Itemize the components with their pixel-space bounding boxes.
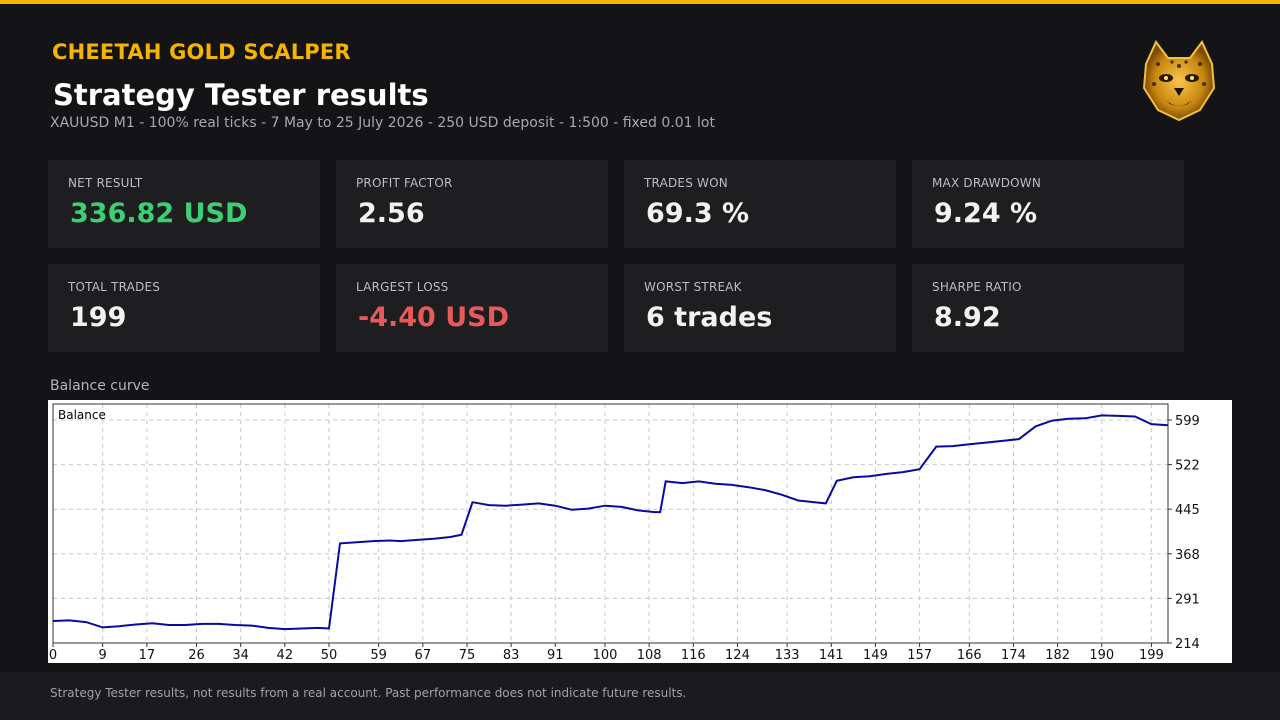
y-tick-label: 445 xyxy=(1175,503,1200,518)
y-tick-label: 599 xyxy=(1175,414,1200,429)
chart-caption: Balance curve xyxy=(50,378,150,394)
x-tick-label: 9 xyxy=(99,648,107,663)
stat-card-max-drawdown: MAX DRAWDOWN 9.24 % xyxy=(912,160,1184,248)
test-parameters: XAUUSD M1 - 100% real ticks - 7 May to 2… xyxy=(50,115,715,131)
stat-label: NET RESULT xyxy=(68,176,143,190)
disclaimer-footer: Strategy Tester results, not results fro… xyxy=(0,672,1280,720)
x-tick-label: 149 xyxy=(863,648,888,663)
x-tick-label: 157 xyxy=(907,648,932,663)
x-tick-label: 190 xyxy=(1089,648,1114,663)
stat-value: 199 xyxy=(70,302,127,333)
stat-card-profit-factor: PROFIT FACTOR 2.56 xyxy=(336,160,608,248)
stat-value: 8.92 xyxy=(934,302,1001,333)
balance-line xyxy=(52,414,1169,631)
x-axis-ticks: 0 9 17 26 34 42 50 59 67 75 83 91 100 108 116 124 133 141… xyxy=(49,643,1164,663)
stat-value: 2.56 xyxy=(358,198,425,229)
stat-value: 9.24 % xyxy=(934,198,1038,229)
x-tick-label: 100 xyxy=(593,648,618,663)
x-tick-label: 83 xyxy=(503,648,520,663)
stat-card-net-result: NET RESULT 336.82 USD xyxy=(48,160,320,248)
x-tick-label: 166 xyxy=(957,648,982,663)
x-tick-label: 42 xyxy=(277,648,294,663)
top-accent-bar xyxy=(0,0,1280,4)
stat-label: SHARPE RATIO xyxy=(932,280,1022,294)
y-axis-ticks: 599 522 445 368 291 214 xyxy=(1168,414,1200,652)
balance-chart-svg: Balance 599 522 445 368 291 214 0 9 17 26 34 42 50 5… xyxy=(49,403,1200,663)
x-tick-label: 174 xyxy=(1001,648,1026,663)
plot-frame xyxy=(52,403,1169,644)
stat-label: PROFIT FACTOR xyxy=(356,176,453,190)
stat-value: 6 trades xyxy=(646,302,773,333)
x-tick-label: 133 xyxy=(775,648,800,663)
chart-grid xyxy=(52,404,1168,643)
x-tick-label: 17 xyxy=(139,648,156,663)
brand-name: CHEETAH GOLD SCALPER xyxy=(52,40,351,64)
disclaimer-text: Strategy Tester results, not results fro… xyxy=(50,686,687,700)
x-tick-label: 141 xyxy=(819,648,844,663)
stat-label: TRADES WON xyxy=(644,176,728,190)
y-tick-label: 214 xyxy=(1175,637,1200,652)
x-tick-label: 199 xyxy=(1139,648,1164,663)
x-tick-label: 0 xyxy=(49,648,57,663)
x-tick-label: 182 xyxy=(1045,648,1070,663)
stat-card-worst-streak: WORST STREAK 6 trades xyxy=(624,264,896,352)
y-tick-label: 291 xyxy=(1175,592,1200,607)
x-tick-label: 124 xyxy=(725,648,750,663)
x-tick-label: 34 xyxy=(232,648,249,663)
stat-label: LARGEST LOSS xyxy=(356,280,449,294)
x-tick-label: 91 xyxy=(547,648,564,663)
x-tick-label: 67 xyxy=(415,648,432,663)
chart-legend: Balance xyxy=(58,408,106,422)
cheetah-logo-icon xyxy=(1142,40,1216,122)
x-tick-label: 108 xyxy=(637,648,662,663)
y-tick-label: 368 xyxy=(1175,548,1200,563)
x-tick-label: 50 xyxy=(321,648,338,663)
x-tick-label: 75 xyxy=(459,648,476,663)
stat-card-largest-loss: LARGEST LOSS -4.40 USD xyxy=(336,264,608,352)
stat-label: WORST STREAK xyxy=(644,280,742,294)
stat-label: TOTAL TRADES xyxy=(68,280,161,294)
x-tick-label: 59 xyxy=(370,648,387,663)
stat-label: MAX DRAWDOWN xyxy=(932,176,1042,190)
stat-card-total-trades: TOTAL TRADES 199 xyxy=(48,264,320,352)
stat-card-sharpe-ratio: SHARPE RATIO 8.92 xyxy=(912,264,1184,352)
stat-card-trades-won: TRADES WON 69.3 % xyxy=(624,160,896,248)
y-tick-label: 522 xyxy=(1175,459,1200,474)
balance-chart: Balance 599 522 445 368 291 214 0 9 17 26 34 42 50 5… xyxy=(48,400,1232,663)
stat-value: 69.3 % xyxy=(646,198,750,229)
x-tick-label: 116 xyxy=(681,648,706,663)
x-tick-label: 26 xyxy=(188,648,205,663)
page-title: Strategy Tester results xyxy=(53,78,429,112)
stat-value: -4.40 USD xyxy=(358,302,510,333)
stat-value: 336.82 USD xyxy=(70,198,248,229)
